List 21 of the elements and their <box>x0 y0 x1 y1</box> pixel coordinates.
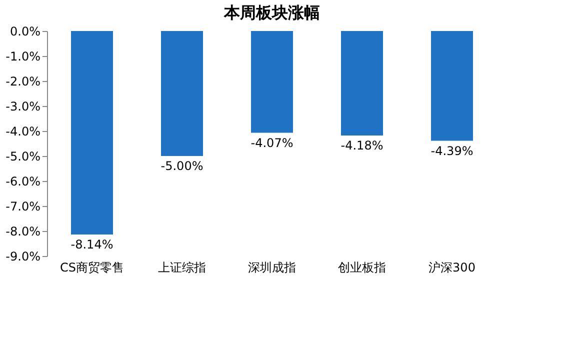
y-tick-label: -4.0% <box>6 124 40 138</box>
y-tick-label: -7.0% <box>6 200 40 214</box>
y-tick-label: -1.0% <box>6 50 40 64</box>
data-label: -4.18% <box>340 138 384 152</box>
y-tick-label: -9.0% <box>6 250 40 264</box>
y-tick-label: -6.0% <box>6 174 40 188</box>
y-tick-label: 0.0% <box>10 24 40 38</box>
data-label: -4.39% <box>430 144 474 158</box>
x-tick-label: CS商贸零售 <box>60 260 124 274</box>
x-tick-label: 上证综指 <box>158 260 206 274</box>
data-label: -8.14% <box>70 238 114 252</box>
x-tick-label: 创业板指 <box>338 260 386 274</box>
data-label: -4.07% <box>250 136 294 150</box>
data-label: -5.00% <box>160 159 204 173</box>
y-tick-label: -5.0% <box>6 150 40 164</box>
y-tick-label: -3.0% <box>6 100 40 114</box>
x-tick-label: 沪深300 <box>428 260 476 274</box>
x-tick-label: 深圳成指 <box>248 260 296 274</box>
y-tick-label: -2.0% <box>6 74 40 88</box>
chart-title: 本周板块涨幅 <box>223 3 320 22</box>
y-tick-label: -8.0% <box>6 224 40 238</box>
